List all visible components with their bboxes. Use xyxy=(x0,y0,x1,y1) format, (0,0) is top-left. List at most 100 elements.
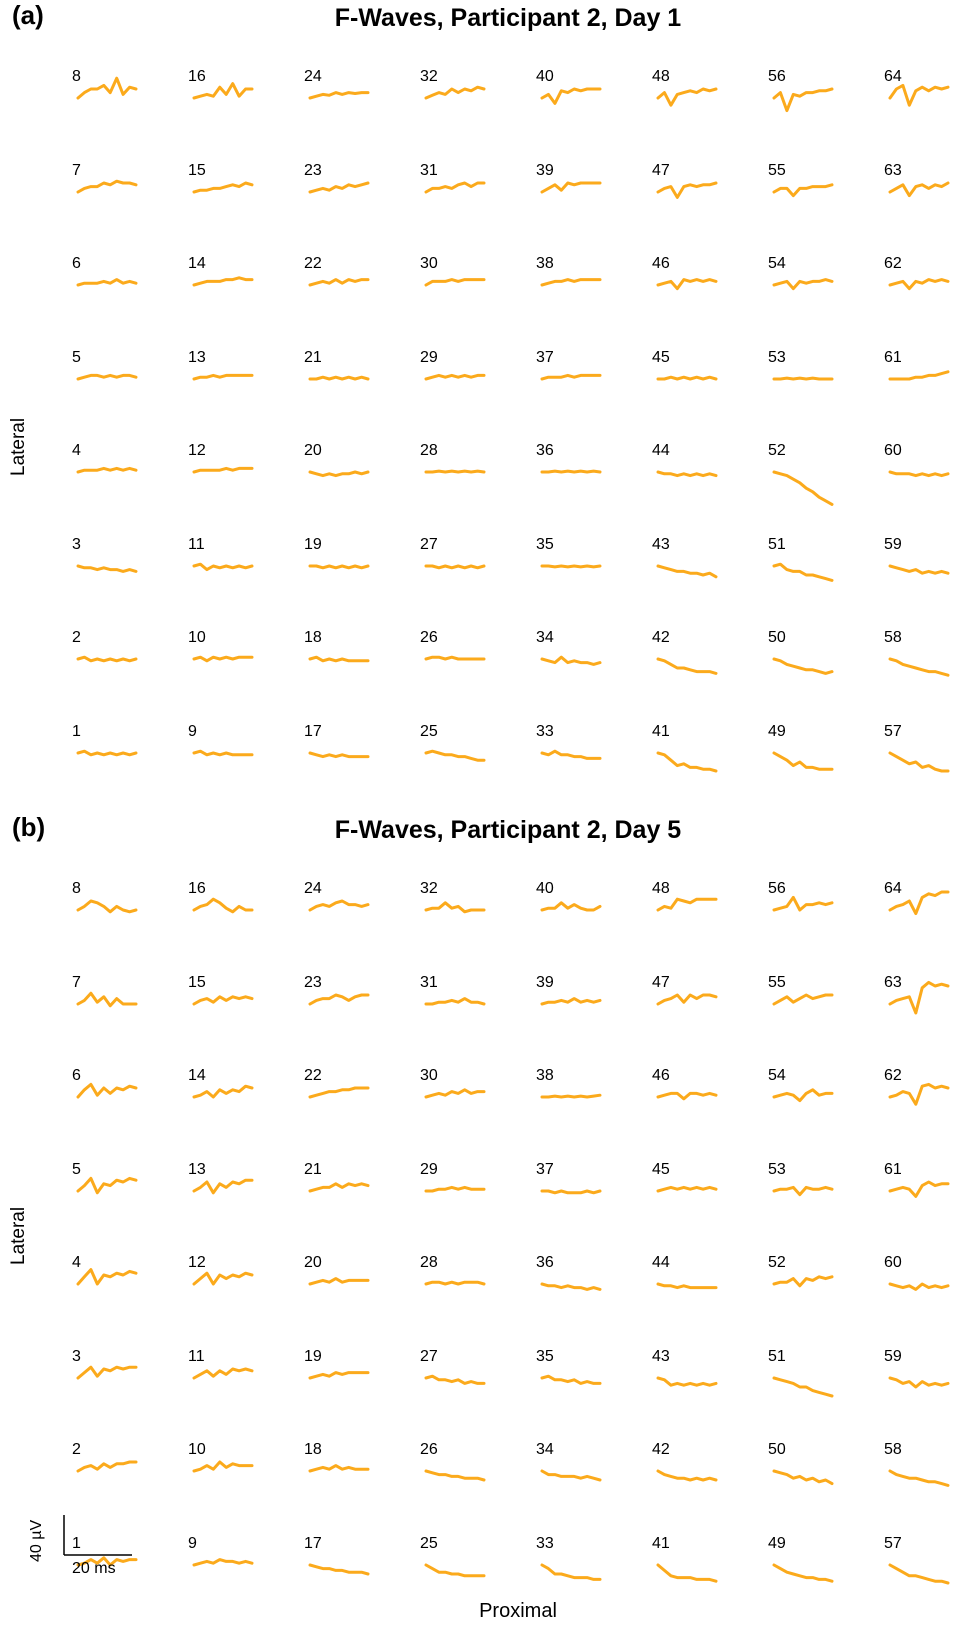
f-wave-trace xyxy=(424,564,486,569)
channel-11: 11 xyxy=(188,536,298,626)
channel-59: 59 xyxy=(884,536,976,626)
channel-34: 34 xyxy=(536,1441,646,1531)
f-wave-trace xyxy=(76,1555,138,1566)
f-wave-trace xyxy=(308,1370,370,1379)
channel-label: 15 xyxy=(188,973,206,991)
channel-label: 63 xyxy=(884,161,902,179)
f-wave-trace xyxy=(308,564,370,569)
panel-a-ylabel: Lateral xyxy=(8,417,29,476)
channel-label: 11 xyxy=(188,535,205,553)
channel-label: 7 xyxy=(72,161,81,179)
channel-label: 59 xyxy=(884,1347,902,1365)
f-wave-trace xyxy=(772,182,834,197)
f-wave-trace xyxy=(540,1469,602,1482)
channel-54: 54 xyxy=(768,1067,878,1157)
channel-55: 55 xyxy=(768,162,878,252)
channel-label: 29 xyxy=(420,1160,438,1178)
channel-label: 22 xyxy=(304,1067,322,1084)
f-wave-trace xyxy=(540,87,602,105)
channel-3: 3 xyxy=(72,536,182,626)
channel-53: 53 xyxy=(768,1161,878,1251)
f-wave-trace xyxy=(656,470,718,478)
f-wave-trace xyxy=(888,369,950,380)
channel-label: 17 xyxy=(304,1534,322,1552)
channel-4: 4 xyxy=(72,1254,182,1344)
channel-label: 23 xyxy=(304,973,322,991)
channel-56: 56 xyxy=(768,880,878,970)
channel-label: 8 xyxy=(72,880,81,897)
channel-40: 40 xyxy=(536,68,646,158)
f-wave-trace xyxy=(540,996,602,1005)
f-wave-trace xyxy=(308,899,370,912)
channel-61: 61 xyxy=(884,349,976,439)
f-wave-trace xyxy=(192,1460,254,1473)
channel-label: 25 xyxy=(420,1534,438,1552)
channel-17: 17 xyxy=(304,1535,414,1625)
channel-label: 53 xyxy=(768,348,786,366)
channel-label: 41 xyxy=(652,722,670,740)
channel-label: 31 xyxy=(420,973,438,991)
channel-9: 9 xyxy=(188,723,298,813)
channel-20: 20 xyxy=(304,1254,414,1344)
f-wave-trace xyxy=(192,1178,254,1194)
channel-11: 11 xyxy=(188,1348,298,1438)
f-wave-trace xyxy=(888,470,950,478)
channel-7: 7 xyxy=(72,162,182,252)
channel-label: 58 xyxy=(884,629,902,646)
f-wave-trace xyxy=(192,82,254,100)
channel-2: 2 xyxy=(72,1441,182,1531)
f-wave-trace xyxy=(772,751,834,771)
channel-label: 28 xyxy=(420,442,438,459)
channel-label: 16 xyxy=(188,68,206,85)
channel-29: 29 xyxy=(420,349,530,439)
f-wave-trace xyxy=(192,466,254,474)
channel-label: 42 xyxy=(652,629,670,646)
channel-label: 29 xyxy=(420,348,438,366)
channel-label: 54 xyxy=(768,1067,786,1084)
channel-label: 55 xyxy=(768,973,786,991)
channel-6: 6 xyxy=(72,255,182,345)
channel-26: 26 xyxy=(420,629,530,719)
channel-10: 10 xyxy=(188,1441,298,1531)
channel-19: 19 xyxy=(304,1348,414,1438)
channel-49: 49 xyxy=(768,723,878,813)
channel-31: 31 xyxy=(420,162,530,252)
f-wave-trace xyxy=(888,181,950,197)
channel-44: 44 xyxy=(652,1254,762,1344)
channel-label: 10 xyxy=(188,1441,206,1458)
channel-label: 31 xyxy=(420,161,438,179)
channel-label: 35 xyxy=(536,1347,554,1365)
channel-35: 35 xyxy=(536,536,646,626)
channel-label: 48 xyxy=(652,68,670,85)
f-wave-trace xyxy=(888,564,950,575)
channel-7: 7 xyxy=(72,974,182,1064)
f-wave-trace xyxy=(192,1367,254,1379)
channel-label: 45 xyxy=(652,1160,670,1178)
channel-31: 31 xyxy=(420,974,530,1064)
f-wave-trace xyxy=(308,375,370,380)
channel-32: 32 xyxy=(420,68,530,158)
f-wave-trace xyxy=(424,901,486,914)
channel-41: 41 xyxy=(652,723,762,813)
channel-44: 44 xyxy=(652,442,762,532)
f-wave-trace xyxy=(192,1084,254,1099)
channel-label: 59 xyxy=(884,535,902,553)
f-wave-trace xyxy=(888,890,950,916)
channel-34: 34 xyxy=(536,629,646,719)
f-wave-trace xyxy=(656,1469,718,1482)
channel-43: 43 xyxy=(652,536,762,626)
f-wave-trace xyxy=(424,469,486,474)
f-wave-trace xyxy=(308,1181,370,1192)
f-wave-trace xyxy=(888,1563,950,1584)
channel-62: 62 xyxy=(884,255,976,345)
channel-32: 32 xyxy=(420,880,530,970)
channel-64: 64 xyxy=(884,880,976,970)
channel-label: 13 xyxy=(188,348,206,366)
channel-15: 15 xyxy=(188,974,298,1064)
channel-label: 50 xyxy=(768,1441,786,1458)
channel-16: 16 xyxy=(188,880,298,970)
channel-label: 3 xyxy=(72,1347,81,1365)
channel-16: 16 xyxy=(188,68,298,158)
channel-label: 33 xyxy=(536,722,554,740)
f-wave-trace xyxy=(424,181,486,193)
